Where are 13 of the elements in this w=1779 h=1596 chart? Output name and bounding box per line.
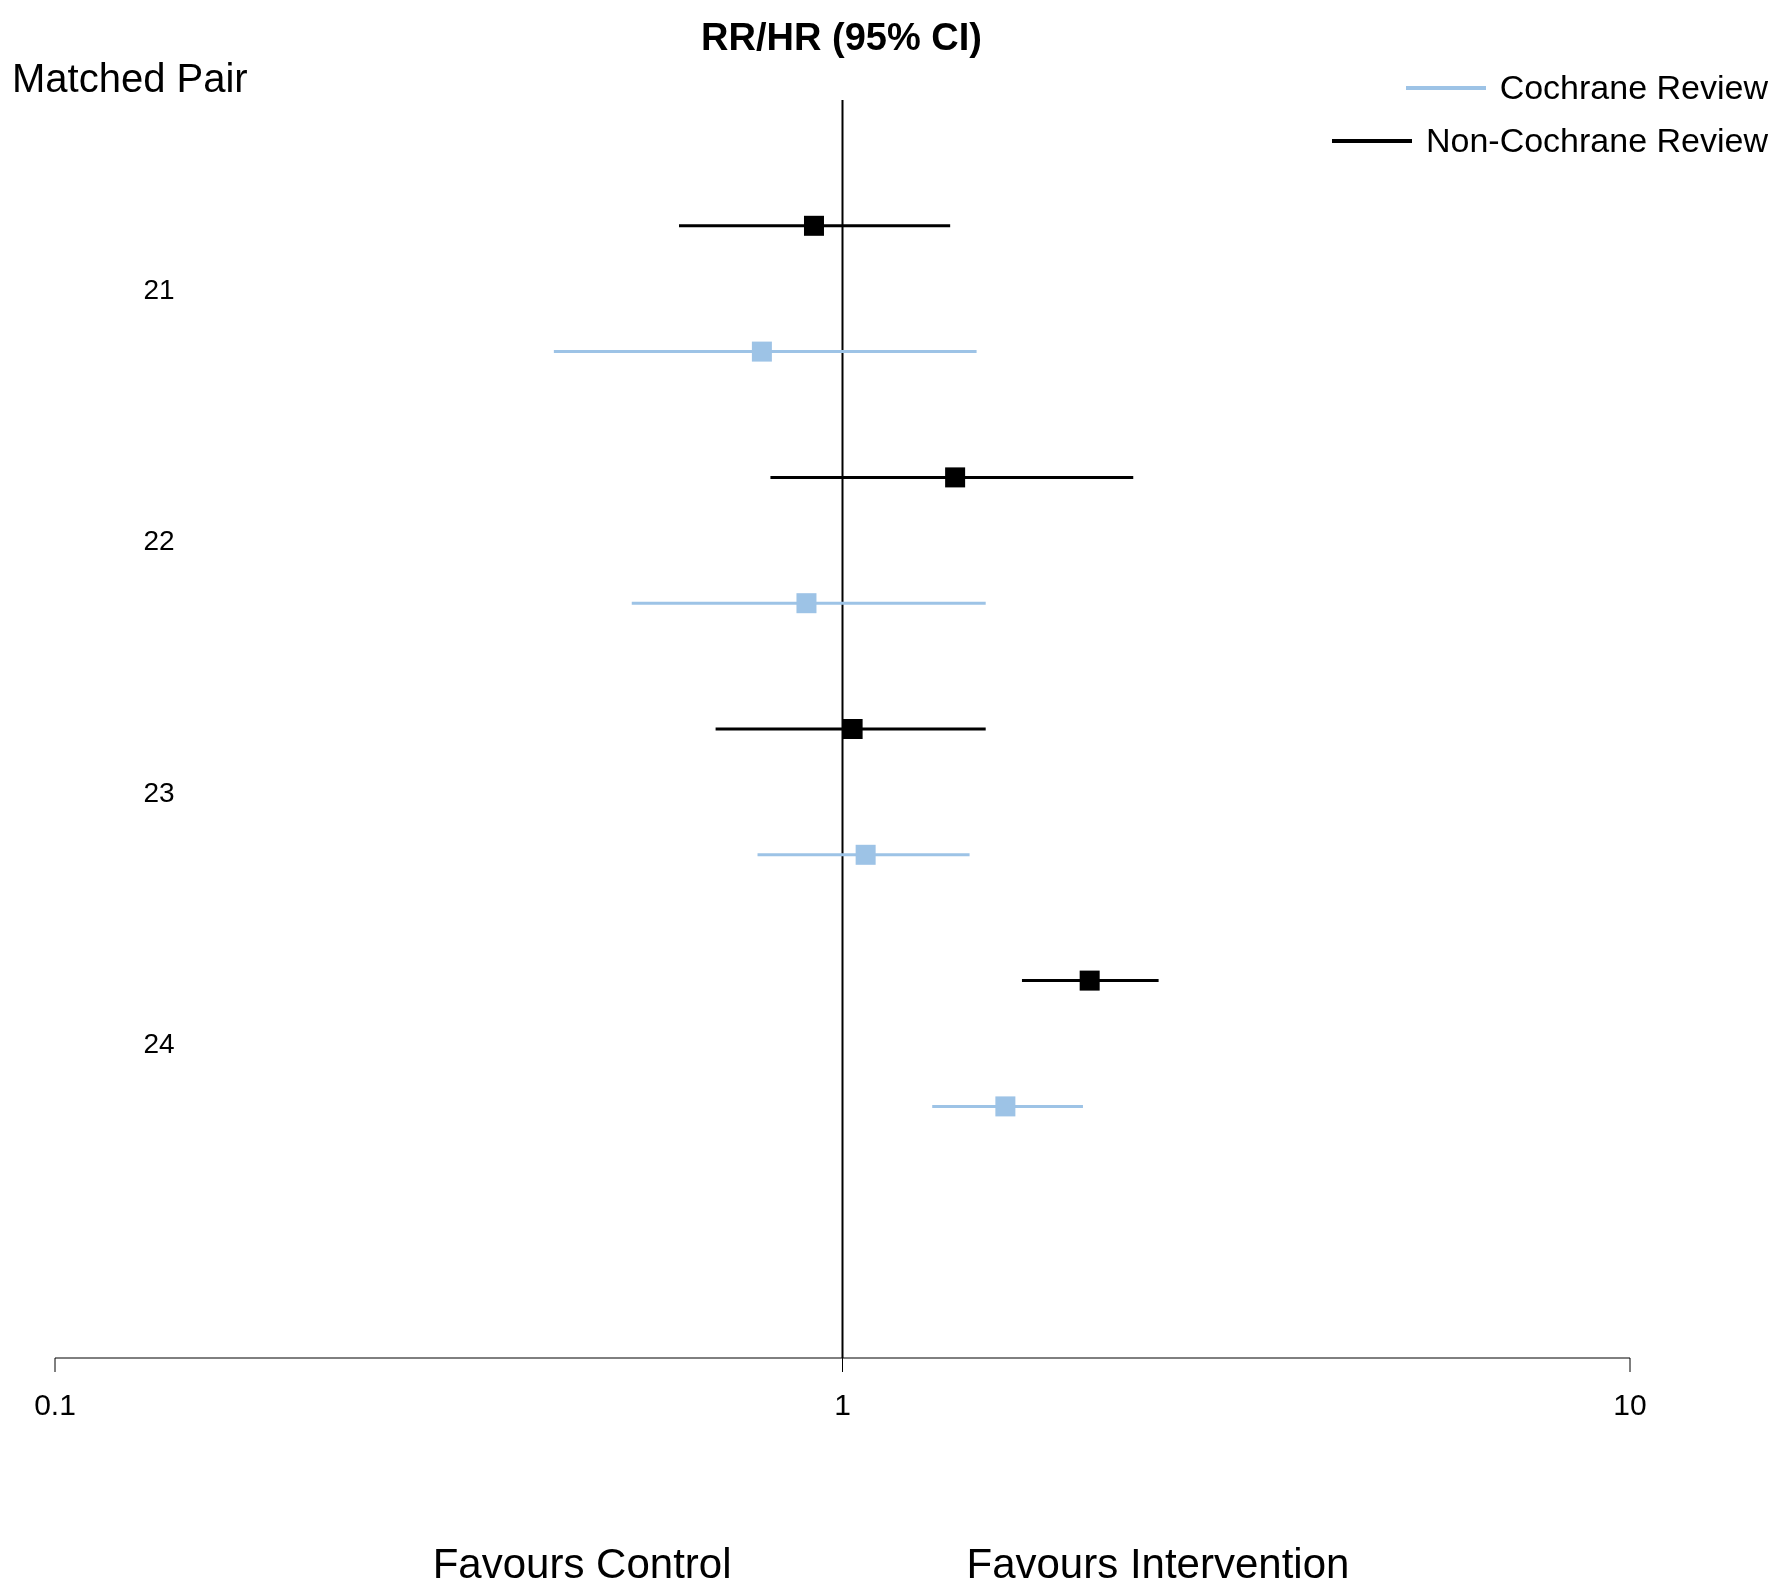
y-tick-label: 22 <box>143 525 175 557</box>
y-tick-label: 21 <box>143 273 175 305</box>
text: Favours Control <box>432 1540 732 1588</box>
text: Favours Intervention <box>966 1540 1350 1588</box>
y-tick-label: 24 <box>143 1028 175 1060</box>
y-axis-title: Matched Pair <box>12 56 248 101</box>
x-tick-label: 10 <box>1613 1388 1647 1422</box>
x-tick-label: 1 <box>834 1388 851 1422</box>
chart-title: RR/HR (95% CI) <box>700 16 983 59</box>
legend-label: Cochrane Review <box>1499 68 1768 107</box>
x-tick-label: 0.1 <box>34 1388 76 1422</box>
y-tick-label: 23 <box>143 776 175 808</box>
legend-label: Non-Cochrane Review <box>1425 121 1768 160</box>
